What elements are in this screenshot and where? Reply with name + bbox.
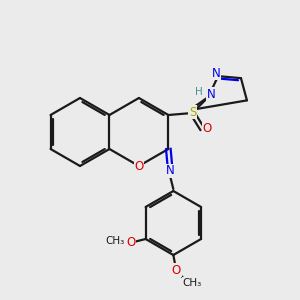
Text: S: S bbox=[189, 106, 196, 119]
Text: O: O bbox=[172, 263, 181, 277]
Text: H: H bbox=[196, 87, 203, 97]
Text: O: O bbox=[134, 160, 143, 172]
Text: CH₃: CH₃ bbox=[105, 236, 124, 246]
Text: N: N bbox=[166, 164, 175, 178]
Text: N: N bbox=[212, 67, 220, 80]
Text: O: O bbox=[126, 236, 135, 248]
Text: CH₃: CH₃ bbox=[183, 278, 202, 288]
Text: N: N bbox=[207, 88, 216, 100]
Text: O: O bbox=[203, 122, 212, 136]
